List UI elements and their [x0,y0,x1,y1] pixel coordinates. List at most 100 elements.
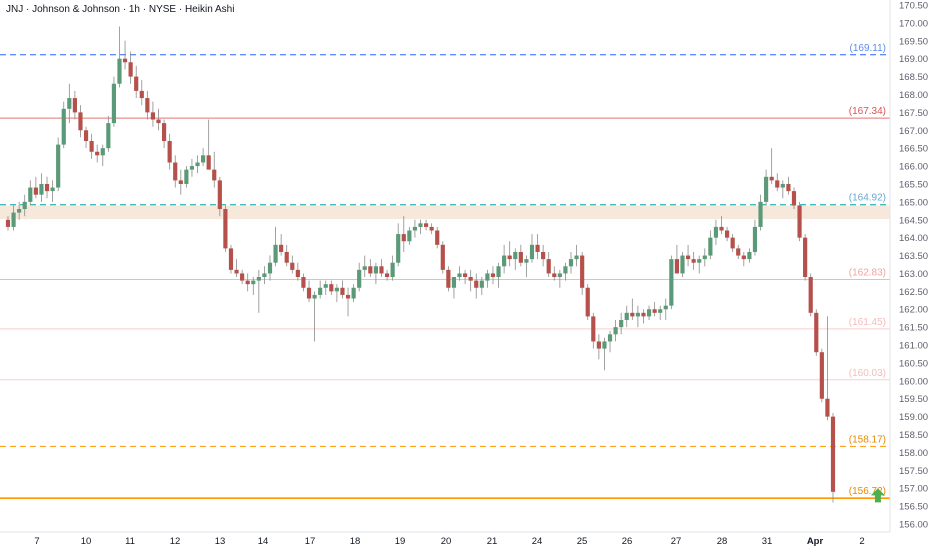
candle [741,255,746,260]
candle [535,244,540,252]
time-tick-label: Apr [807,536,824,547]
candle [44,183,50,192]
candle [95,151,100,156]
price-tick-label: 163.50 [899,251,928,262]
level-label: (167.34) [849,106,886,117]
price-tick-label: 169.00 [899,54,928,65]
level-label: (161.45) [849,317,886,328]
candle [502,255,507,267]
candle [290,262,295,270]
time-tick-label: 20 [441,536,452,547]
candle [775,180,780,188]
price-tick-label: 163.00 [899,269,928,280]
candle [468,277,473,281]
candle [814,312,819,353]
candle [61,108,66,145]
price-tick-label: 159.50 [899,394,928,405]
candle [808,277,813,313]
candle [624,312,629,320]
candle [552,273,557,278]
price-tick-label: 165.00 [899,197,928,208]
candle [474,280,479,288]
candle [630,312,635,317]
candle [619,319,624,328]
candle [201,155,206,163]
arrow-up-icon [870,488,885,503]
candle [697,259,702,263]
candle [240,273,245,281]
time-tick-label: 26 [622,536,633,547]
candle [217,180,222,210]
price-tick-label: 165.50 [899,179,928,190]
candle [524,259,529,263]
candle [635,312,640,317]
candle [724,230,730,238]
candle [574,255,579,260]
price-tick-label: 158.00 [899,448,928,459]
price-tick-label: 157.50 [899,466,928,477]
candle [284,251,289,263]
candle [295,269,300,278]
candle [557,273,562,278]
candle [56,144,61,188]
price-tick-label: 169.50 [899,36,928,47]
candle [83,130,89,142]
candle [5,219,11,227]
candle [28,187,33,202]
time-tick-label: 11 [125,536,135,547]
time-tick-label: 17 [305,536,316,547]
candle [357,269,362,288]
candle [89,141,94,152]
price-tick-label: 156.50 [899,502,928,513]
candle [50,187,55,192]
candle [184,169,189,184]
candle [362,266,367,270]
candle [206,155,211,170]
candle [22,201,27,210]
candle [167,141,172,163]
candle [67,98,72,109]
level-label: (158.17) [849,434,886,445]
candle [318,287,323,295]
price-tick-label: 162.50 [899,287,928,298]
candle [134,76,139,91]
candle [541,251,546,260]
candle [463,273,468,278]
candle [451,277,457,288]
candle [323,284,328,288]
candle [429,226,434,231]
candle [223,209,228,249]
candle [674,259,680,274]
candle [435,230,440,245]
candle [730,237,735,249]
candle [256,277,261,281]
candle [368,266,373,274]
level-label: (160.03) [849,368,886,379]
candle [122,58,128,63]
candle [117,58,122,84]
candle [351,287,356,299]
candle [345,294,351,299]
candle [273,244,278,263]
candle [797,205,802,238]
candle [641,312,646,317]
price-tick-label: 167.50 [899,108,928,119]
candle [173,162,178,181]
candle [591,316,596,342]
candle [507,255,512,260]
candle [764,176,769,202]
chart-title: JNJ · Johnson & Johnson · 1h · NYSE · He… [6,4,235,15]
candle [736,248,741,256]
candle [702,255,707,260]
price-tick-label: 166.50 [899,144,928,155]
candle [658,309,663,313]
candle [479,280,484,288]
candle [568,259,574,267]
candle [279,244,284,252]
candle [145,98,150,113]
candle [379,266,384,274]
candle [791,191,797,206]
price-tick-label: 170.00 [899,18,928,29]
candle [161,123,167,142]
